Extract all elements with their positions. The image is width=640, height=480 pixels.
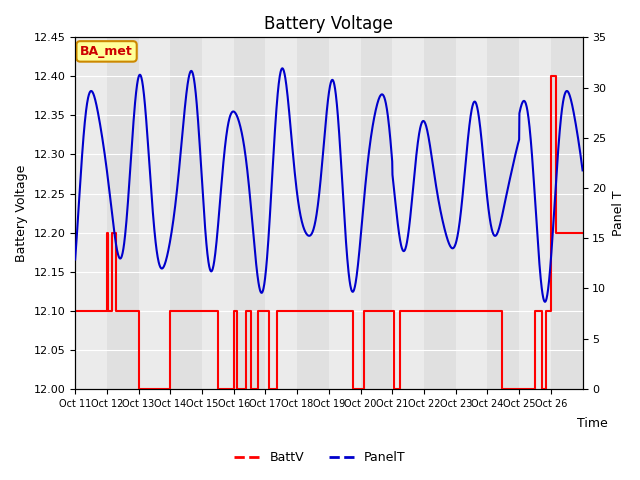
Y-axis label: Battery Voltage: Battery Voltage [15, 164, 28, 262]
Bar [75, 37, 107, 389]
Bar [329, 37, 360, 389]
Bar [202, 37, 234, 389]
Bar [519, 37, 551, 389]
X-axis label: Time: Time [577, 417, 608, 430]
Bar [139, 37, 170, 389]
Bar [266, 37, 297, 389]
Bar [392, 37, 424, 389]
Y-axis label: Panel T: Panel T [612, 190, 625, 236]
Bar [456, 37, 488, 389]
Text: BA_met: BA_met [80, 45, 133, 58]
Title: Battery Voltage: Battery Voltage [264, 15, 394, 33]
Legend: BattV, PanelT: BattV, PanelT [229, 446, 411, 469]
